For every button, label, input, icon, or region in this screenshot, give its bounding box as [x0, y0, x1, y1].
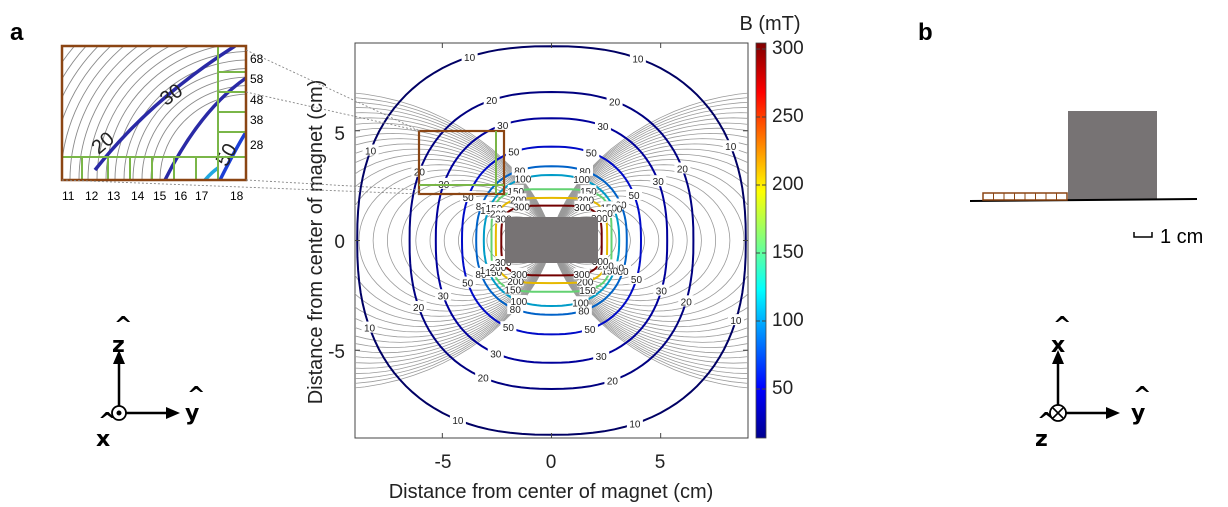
coordinate-axes-b: x ^ y ^ z ^: [1035, 313, 1151, 452]
y-tick-label: 5: [334, 124, 345, 145]
contour-value-label: 20: [681, 297, 693, 308]
panel-a-label: a: [10, 19, 24, 46]
scale-bar: [1134, 232, 1152, 237]
contour-value-label: 50: [631, 275, 643, 286]
colorbar-tick: 250: [772, 106, 804, 127]
colorbar-tick: 150: [772, 242, 804, 263]
x-axis-title: Distance from center of magnet (cm): [389, 481, 714, 503]
contour-value-label: 10: [365, 146, 377, 157]
colorbar: B (mT) 300 250 200 150 100 50: [739, 13, 803, 438]
contour-value-label: 300: [574, 203, 591, 214]
inset-bottom-label: 14: [131, 189, 145, 203]
contour-value-label: 100: [573, 175, 590, 186]
contour-value-label: 50: [586, 148, 598, 159]
svg-text:^: ^: [114, 313, 132, 338]
contour-value-label: 50: [508, 148, 520, 159]
contour-value-label: 300: [513, 203, 530, 214]
colorbar-tick: 50: [772, 378, 793, 399]
x-tick-label: 0: [546, 452, 557, 473]
contour-value-label: 50: [629, 191, 641, 202]
panel-b-schematic: 1 cm: [970, 111, 1203, 248]
panel-b-label: b: [918, 19, 933, 46]
colorbar-tick: 200: [772, 174, 804, 195]
colorbar-tick: 300: [772, 38, 804, 59]
contour-value-label: 20: [413, 303, 425, 314]
contour-value-label: 10: [629, 420, 641, 431]
contour-value-label: 30: [597, 122, 609, 133]
contour-value-label: 30: [656, 287, 668, 298]
inset-right-label: 38: [250, 113, 264, 127]
magnet-block: [505, 217, 598, 263]
contour-value-label: 100: [511, 297, 528, 308]
contour-value-label: 300: [511, 270, 528, 281]
contour-value-label: 10: [725, 142, 737, 153]
svg-text:^: ^: [1053, 313, 1071, 338]
contour-value-label: 10: [452, 416, 464, 427]
svg-text:^: ^: [98, 409, 116, 434]
x-tick-label: 5: [655, 452, 666, 473]
contour-value-label: 10: [730, 316, 742, 327]
svg-text:^: ^: [1133, 383, 1151, 408]
contour-value-label: 50: [503, 323, 515, 334]
contour-value-label: 10: [464, 53, 476, 64]
coordinate-axes-a: z ^ y ^ x ^: [96, 313, 205, 452]
scale-bar-label: 1 cm: [1160, 226, 1203, 248]
contour-value-label: 20: [486, 96, 498, 107]
contour-value-label: 30: [653, 177, 665, 188]
inset-right-label: 58: [250, 72, 264, 86]
contour-value-label: 10: [632, 54, 644, 65]
contour-value-label: 50: [584, 325, 596, 336]
contour-value-label: 20: [607, 377, 619, 388]
contour-value-label: 50: [462, 279, 474, 290]
inset-bottom-label: 16: [174, 189, 188, 203]
colorbar-gradient: [756, 43, 766, 438]
contour-value-label: 300: [573, 270, 590, 281]
magnet-side-view: [1068, 111, 1157, 200]
contour-value-label: 100: [572, 298, 589, 309]
contour-value-label: 20: [609, 97, 621, 108]
y-tick-label: -5: [328, 342, 345, 363]
colorbar-tick: 100: [772, 310, 804, 331]
inset-bottom-label: 15: [153, 189, 167, 203]
colorbar-title: B (mT): [739, 13, 800, 35]
inset-right-label: 48: [250, 93, 264, 107]
svg-text:^: ^: [187, 383, 205, 408]
contour-value-label: 30: [596, 352, 608, 363]
inset-right-label: 28: [250, 138, 264, 152]
inset-bottom-label: 18: [230, 189, 244, 203]
contour-value-label: 20: [478, 374, 490, 385]
contour-value-label: 10: [364, 324, 376, 335]
contour-value-label: 20: [677, 164, 689, 175]
contour-value-label: 30: [490, 349, 502, 360]
svg-text:^: ^: [1037, 409, 1055, 434]
y-tick-label: 0: [334, 232, 345, 253]
y-axis-title: Distance from center of magnet (cm): [305, 80, 327, 405]
inset-bottom-label: 12: [85, 189, 99, 203]
contour-value-label: 100: [515, 175, 532, 186]
inset-right-label: 68: [250, 52, 264, 66]
x-tick-label: -5: [435, 452, 452, 473]
contour-value-label: 30: [438, 291, 450, 302]
inset-bottom-label: 11: [62, 189, 75, 203]
inset-bottom-label: 17: [195, 189, 209, 203]
inset-bottom-label: 13: [107, 189, 121, 203]
